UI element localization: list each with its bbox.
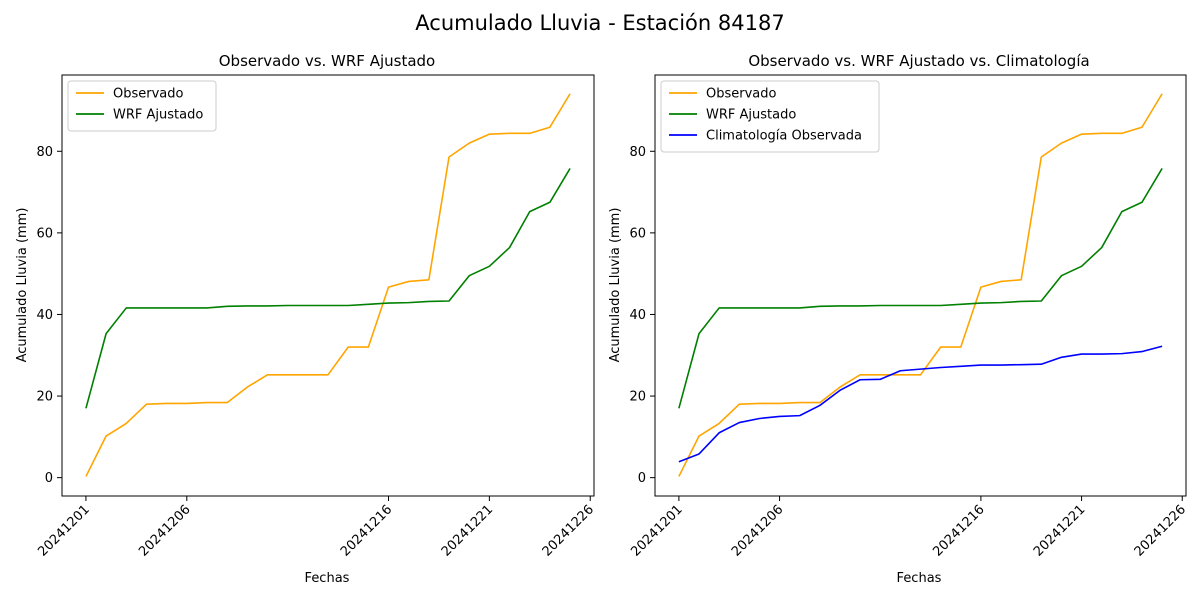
x-tick-label: 20241206 (729, 502, 786, 559)
legend-label: Observado (113, 87, 184, 102)
series-line-wrf-ajustado (678, 168, 1163, 409)
y-axis-label: Acumulado Lluvia (mm) (15, 208, 30, 363)
panel-title: Observado vs. WRF Ajustado (219, 52, 435, 70)
y-tick-label: 60 (36, 226, 53, 241)
legend-label: WRF Ajustado (113, 108, 203, 123)
series-line-observado (85, 93, 571, 477)
y-axis-label: Acumulado Lluvia (mm) (608, 208, 623, 363)
panel-observado-wrf-climatologia: Observado vs. WRF Ajustado vs. Climatolo… (608, 52, 1189, 586)
x-tick-label: 20241226 (1132, 502, 1189, 559)
plot-frame (654, 74, 1187, 497)
x-tick-label: 20241221 (1031, 502, 1088, 559)
figure-suptitle: Acumulado Lluvia - Estación 84187 (415, 11, 784, 35)
x-tick-label: 20241206 (136, 502, 193, 559)
x-tick-label: 20241216 (338, 502, 395, 559)
y-tick-label: 40 (629, 308, 646, 323)
panel-title: Observado vs. WRF Ajustado vs. Climatolo… (748, 52, 1089, 70)
y-tick-label: 20 (629, 390, 646, 405)
x-tick-label: 20241216 (930, 502, 987, 559)
legend-box (67, 80, 217, 132)
legend-label: Observado (706, 87, 777, 102)
y-tick-label: 40 (36, 308, 53, 323)
plot-frame (61, 74, 595, 497)
legend-box (660, 80, 880, 153)
y-tick-label: 0 (45, 471, 53, 486)
y-tick-label: 0 (638, 471, 646, 486)
x-axis-label: Fechas (305, 571, 350, 586)
legend-label: Climatología Observada (706, 129, 862, 144)
legend-label: WRF Ajustado (706, 108, 796, 123)
x-tick-label: 20241201 (35, 502, 92, 559)
y-tick-label: 80 (36, 145, 53, 160)
y-tick-label: 80 (629, 145, 646, 160)
x-tick-label: 20241226 (540, 502, 597, 559)
series-line-wrf-ajustado (85, 168, 571, 409)
series-line-observado (678, 93, 1163, 477)
x-axis-label: Fechas (897, 571, 942, 586)
y-tick-label: 60 (629, 226, 646, 241)
series-line-climatolog-a-observada (678, 345, 1163, 463)
x-tick-label: 20241201 (628, 502, 685, 559)
panel-observado-vs-wrf: Observado vs. WRF Ajustado Fechas Acumul… (15, 52, 597, 586)
x-tick-label: 20241221 (439, 502, 496, 559)
y-tick-label: 20 (36, 390, 53, 405)
